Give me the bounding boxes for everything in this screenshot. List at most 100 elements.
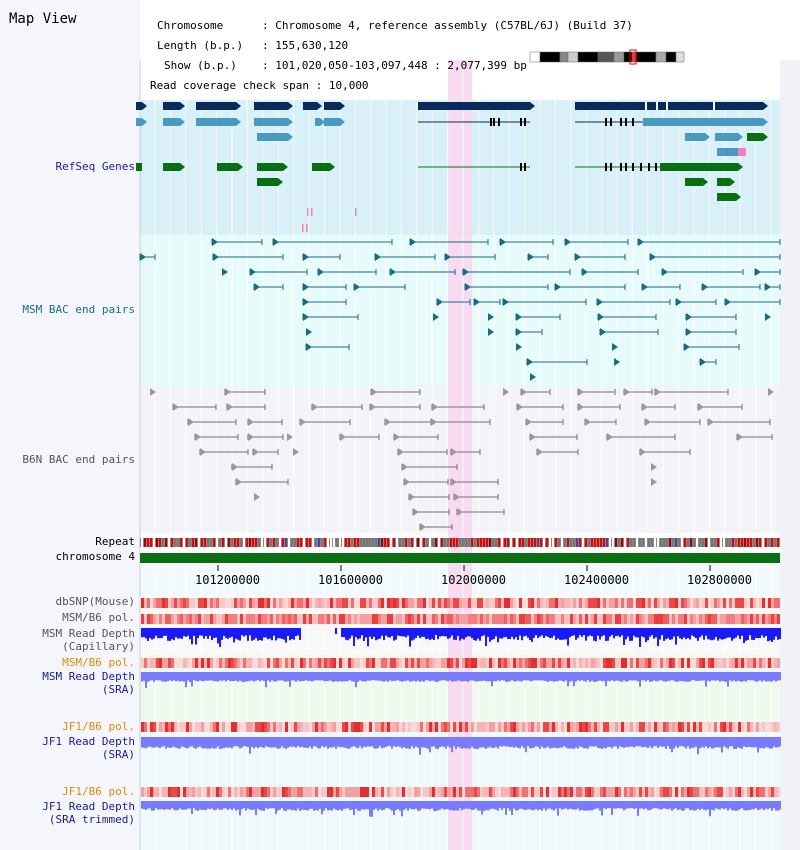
msm-capillary-depth-bar (245, 628, 247, 636)
jf1-pol-cell (684, 787, 687, 797)
dbsnp-cell (723, 598, 726, 608)
msm-pol-cell (714, 614, 717, 624)
repeat-element (339, 538, 341, 547)
jf1-sra-depth-bar (523, 737, 525, 749)
msm-sra-depth-bar (707, 672, 709, 681)
jf1-pol-cell (174, 722, 177, 732)
track-label-dbsnp[interactable]: dbSNP(Mouse) (55, 595, 135, 608)
repeat-element (729, 538, 731, 547)
jf1-pol-cell (303, 722, 306, 732)
repeat-element (522, 538, 524, 547)
jf1-pol-cell (141, 787, 144, 797)
jf1-sra-depth-bar (525, 737, 527, 753)
track-label-msm-bac[interactable]: MSM BAC end pairs (22, 303, 135, 316)
track-label-jf1-pol-1[interactable]: JF1/B6 pol. (62, 720, 135, 733)
track-label-jf1-pol-2[interactable]: JF1/B6 pol. (62, 785, 135, 798)
msm-capillary-depth-bar (663, 628, 665, 641)
repeat-element (216, 538, 218, 547)
msm-capillary-depth-bar (207, 628, 209, 639)
msm-pol-cell (393, 614, 396, 624)
jf1-pol-cell (432, 787, 435, 797)
jf1-pol-cell (216, 722, 219, 732)
jf1-pol-cell (591, 787, 594, 797)
msm-pol-cell (417, 614, 420, 624)
jf1-trimmed-depth-bar (161, 801, 163, 810)
msm-capillary-depth-bar (263, 628, 265, 638)
dbsnp-cell (717, 598, 720, 608)
track-label-refseq[interactable]: RefSeq Genes (55, 160, 135, 173)
bac-end-marker (516, 313, 522, 321)
bac-end-marker (273, 238, 279, 246)
msm-sra-depth-bar (187, 672, 189, 681)
bac-end-marker (474, 298, 480, 306)
repeat-element (627, 538, 629, 547)
msm-capillary-depth-bar (627, 628, 629, 637)
msm-pol-cell (702, 658, 705, 668)
jf1-trimmed-depth-bar (385, 801, 387, 809)
msm-sra-depth-bar (739, 672, 741, 682)
msm-sra-depth-bar (227, 672, 229, 681)
jf1-pol-cell (696, 722, 699, 732)
jf1-pol-cell (627, 722, 630, 732)
track-label-msm-depth-sra[interactable]: MSM Read Depth (42, 670, 135, 683)
msm-pol-cell (162, 614, 165, 624)
msm-pol-cell (747, 614, 750, 624)
dbsnp-cell (639, 598, 642, 608)
msm-capillary-depth-bar (617, 628, 619, 636)
jf1-trimmed-depth-bar (183, 801, 185, 810)
jf1-sra-depth-bar (145, 737, 147, 749)
msm-pol-cell (705, 658, 708, 668)
jf1-pol-cell (624, 722, 627, 732)
dbsnp-cell (465, 598, 468, 608)
track-label-msm-pol-2[interactable]: MSM/B6 pol. (62, 656, 135, 669)
msm-sra-depth-bar (403, 672, 405, 681)
msm-capillary-depth-bar (735, 628, 737, 638)
jf1-trimmed-depth-bar (409, 801, 411, 809)
jf1-trimmed-depth-bar (779, 801, 781, 810)
track-label-b6n-bac[interactable]: B6N BAC end pairs (22, 453, 135, 466)
jf1-sra-depth-bar (421, 737, 423, 748)
dbsnp-cell (510, 598, 513, 608)
jf1-trimmed-depth-bar (289, 801, 291, 810)
msm-sra-depth-bar (597, 672, 599, 681)
jf1-trimmed-depth-bar (699, 801, 701, 810)
dbsnp-cell (246, 598, 249, 608)
msm-pol-cell (306, 658, 309, 668)
msm-pol-cell (447, 614, 450, 624)
track-label-chromosome[interactable]: chromosome 4 (55, 550, 135, 563)
msm-pol-cell (744, 614, 747, 624)
jf1-trimmed-depth-bar (165, 801, 167, 810)
dbsnp-cell (204, 598, 207, 608)
repeat-element (468, 538, 470, 547)
msm-pol-cell (522, 658, 525, 668)
track-label-msm-depth-cap[interactable]: MSM Read Depth (42, 627, 135, 640)
jf1-sra-depth-bar (245, 737, 247, 747)
jf1-pol-cell (528, 722, 531, 732)
dbsnp-cell (324, 598, 327, 608)
track-label-msm-pol-1[interactable]: MSM/B6 pol. (62, 611, 135, 624)
jf1-sra-depth-bar (403, 737, 405, 748)
jf1-trimmed-depth-bar (337, 801, 339, 811)
jf1-pol-cell (540, 722, 543, 732)
msm-pol-cell (252, 614, 255, 624)
msm-capillary-depth-bar (559, 628, 561, 640)
jf1-trimmed-depth-bar (511, 801, 513, 816)
jf1-pol-cell (726, 787, 729, 797)
msm-pol-cell (324, 658, 327, 668)
track-label-jf1-depth-trimmed[interactable]: JF1 Read Depth (42, 800, 135, 813)
msm-capillary-depth-bar (435, 628, 437, 636)
msm-sra-depth-bar (505, 672, 507, 682)
msm-pol-cell (327, 658, 330, 668)
jf1-trimmed-depth-bar (387, 801, 389, 809)
dbsnp-cell (399, 598, 402, 608)
dbsnp-cell (642, 598, 645, 608)
jf1-pol-cell (147, 787, 150, 797)
track-label-repeat[interactable]: Repeat (95, 535, 135, 548)
msm-pol-cell (351, 658, 354, 668)
gene-arrow (703, 178, 708, 186)
track-label-jf1-depth-sra[interactable]: JF1 Read Depth (42, 735, 135, 748)
msm-pol-cell (558, 614, 561, 624)
jf1-pol-cell (186, 787, 189, 797)
msm-sra-depth-bar (395, 672, 397, 681)
